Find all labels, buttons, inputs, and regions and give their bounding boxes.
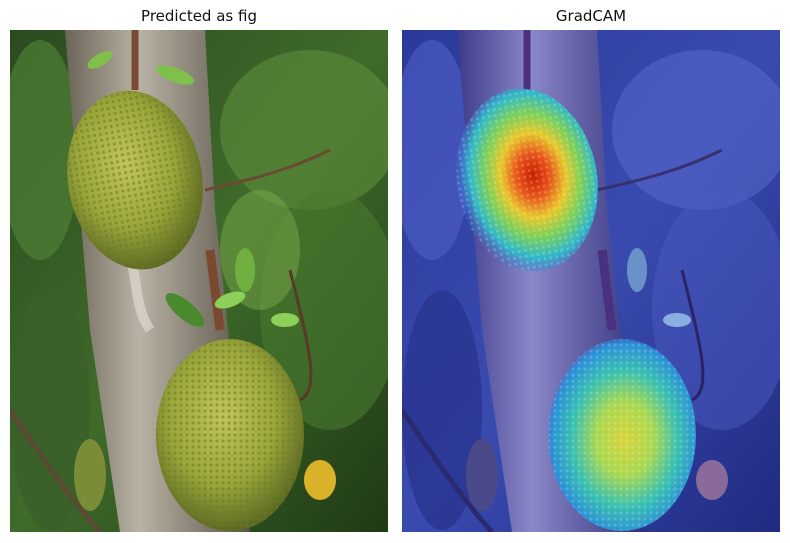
gradcam-image — [402, 30, 780, 532]
original-image — [10, 30, 388, 532]
left-panel-title: Predicted as fig — [141, 7, 257, 25]
original-photo — [10, 30, 388, 532]
gradcam-overlay — [402, 30, 780, 532]
right-panel-title: GradCAM — [555, 7, 627, 25]
